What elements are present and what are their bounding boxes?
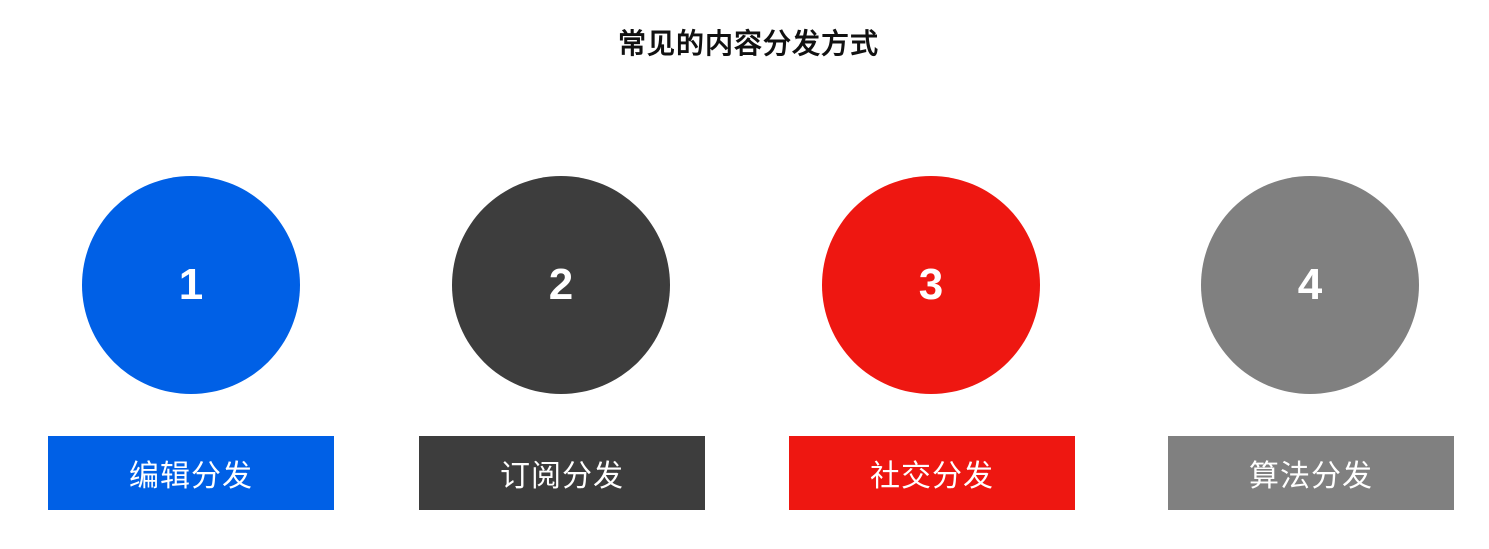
label-box: 订阅分发 xyxy=(419,436,705,510)
item-subscription: 2 订阅分发 xyxy=(419,0,705,549)
item-algorithmic: 4 算法分发 xyxy=(1168,0,1454,549)
number-circle: 4 xyxy=(1201,176,1419,394)
number-circle: 3 xyxy=(822,176,1040,394)
number-circle: 2 xyxy=(452,176,670,394)
number-circle: 1 xyxy=(82,176,300,394)
label-box: 社交分发 xyxy=(789,436,1075,510)
item-editorial: 1 编辑分发 xyxy=(48,0,334,549)
label-box: 编辑分发 xyxy=(48,436,334,510)
diagram-title: 常见的内容分发方式 xyxy=(617,27,879,60)
item-social: 3 社交分发 xyxy=(789,0,1075,549)
label-box: 算法分发 xyxy=(1168,436,1454,510)
